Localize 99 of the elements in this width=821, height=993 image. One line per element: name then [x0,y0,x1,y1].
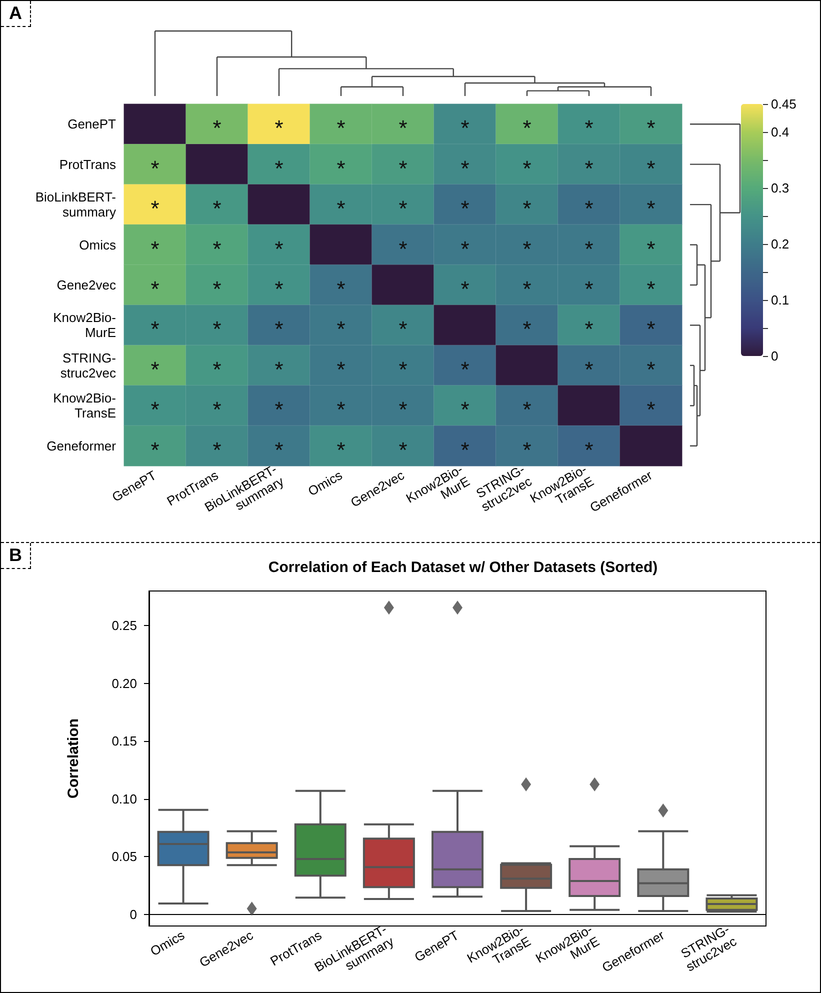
data-label: * [212,196,222,222]
data-label: * [150,397,160,422]
data-label: * [274,116,284,141]
data-label: * [460,356,470,382]
data-label: * [646,356,656,382]
data-label: * [398,397,408,422]
data-label: * [398,116,408,141]
y-tick-label: Omics [79,237,116,252]
chart-title: Correlation of Each Dataset w/ Other Datasets (Sorted) [268,559,658,576]
color-bar-label: 0.3 [771,180,790,196]
y-tick-label: ProtTrans [59,156,116,172]
data-label: * [460,196,470,222]
data-label: * [150,356,160,382]
y-tick-label: BioLinkBERT-summary [35,190,116,220]
y-tick-label: Know2Bio-MurE [53,310,116,340]
data-label: * [212,397,222,422]
y-tick-label: 0.05 [112,849,137,864]
data-label: * [646,236,656,262]
data-label: * [212,236,222,262]
data-label: * [522,156,532,181]
data-label: * [522,276,532,302]
y-tick-label: STRING-struc2vec [60,350,116,380]
color-bar-label: 0.1 [771,292,790,308]
data-label: * [522,196,532,222]
data-label: * [212,356,222,382]
y-tick-label: Know2Bio-TransE [53,390,116,421]
data-label: * [584,236,594,262]
data-label: * [398,156,408,181]
data-label: * [336,397,346,422]
data-label: * [522,116,532,141]
data-label: * [646,156,656,181]
color-bar-label: 0 [771,348,778,364]
data-label: * [336,356,346,382]
color-bar-label: 0.2 [771,236,790,252]
data-label: * [336,437,346,462]
data-label: * [212,316,222,342]
data-label: * [336,116,346,141]
data-label: * [274,356,284,382]
data-label: * [274,276,284,302]
data-label: * [398,356,408,382]
data-label: * [336,316,346,342]
data-label: * [584,116,594,141]
x-tick-label: Omics [305,467,346,499]
y-axis-title: Correlation [65,718,82,799]
y-tick-label: 0 [130,906,137,922]
data-label: * [646,397,656,422]
data-label: * [584,196,594,222]
y-tick-label: 0.15 [112,734,137,749]
color-bar-label: 0.4 [771,124,790,140]
data-label: * [522,437,532,462]
data-label: * [336,196,346,222]
data-label: * [212,116,222,141]
data-label: * [336,276,346,302]
y-tick-label: 0.25 [112,618,137,634]
data-label: * [460,116,470,141]
data-label: * [460,276,470,302]
data-label: * [584,356,594,382]
data-label: * [150,316,160,342]
data-label: * [460,236,470,262]
data-label: * [646,196,656,222]
data-label: * [522,316,532,342]
data-label: * [398,437,408,462]
data-label: * [336,156,346,181]
data-label: * [212,276,222,302]
data-label: * [150,437,160,462]
y-tick-label: 0.10 [112,791,137,806]
data-label: * [584,276,594,302]
data-label: * [584,156,594,181]
data-label: * [274,236,284,262]
data-label: * [274,156,284,181]
color-bar-label: 0.45 [771,96,796,112]
data-label: * [584,437,594,462]
data-label: * [460,156,470,181]
y-tick-label: 0.20 [112,676,137,691]
data-label: * [398,236,408,262]
data-label: * [274,316,284,342]
data-label: * [522,236,532,262]
text: A [1,1,31,27]
data-label: * [584,316,594,342]
data-label: * [646,316,656,342]
data-label: * [646,116,656,141]
data-label: * [522,397,532,422]
data-label: * [460,437,470,462]
data-label: * [460,397,470,422]
y-tick-label: Geneformer [46,438,117,454]
data-label: * [274,397,284,422]
y-tick-label: Gene2vec [56,278,116,292]
y-tick-label: GenePT [68,116,116,132]
data-label: * [398,196,408,222]
data-label: * [398,316,408,342]
data-label: * [274,437,284,462]
data-label: * [150,156,160,181]
data-label: * [646,276,656,302]
data-label: * [150,236,160,262]
text: B [1,543,31,569]
data-label: * [212,437,222,462]
data-label: * [150,196,160,222]
data-label: * [150,276,160,302]
x-tick-label: Omics [148,927,188,959]
